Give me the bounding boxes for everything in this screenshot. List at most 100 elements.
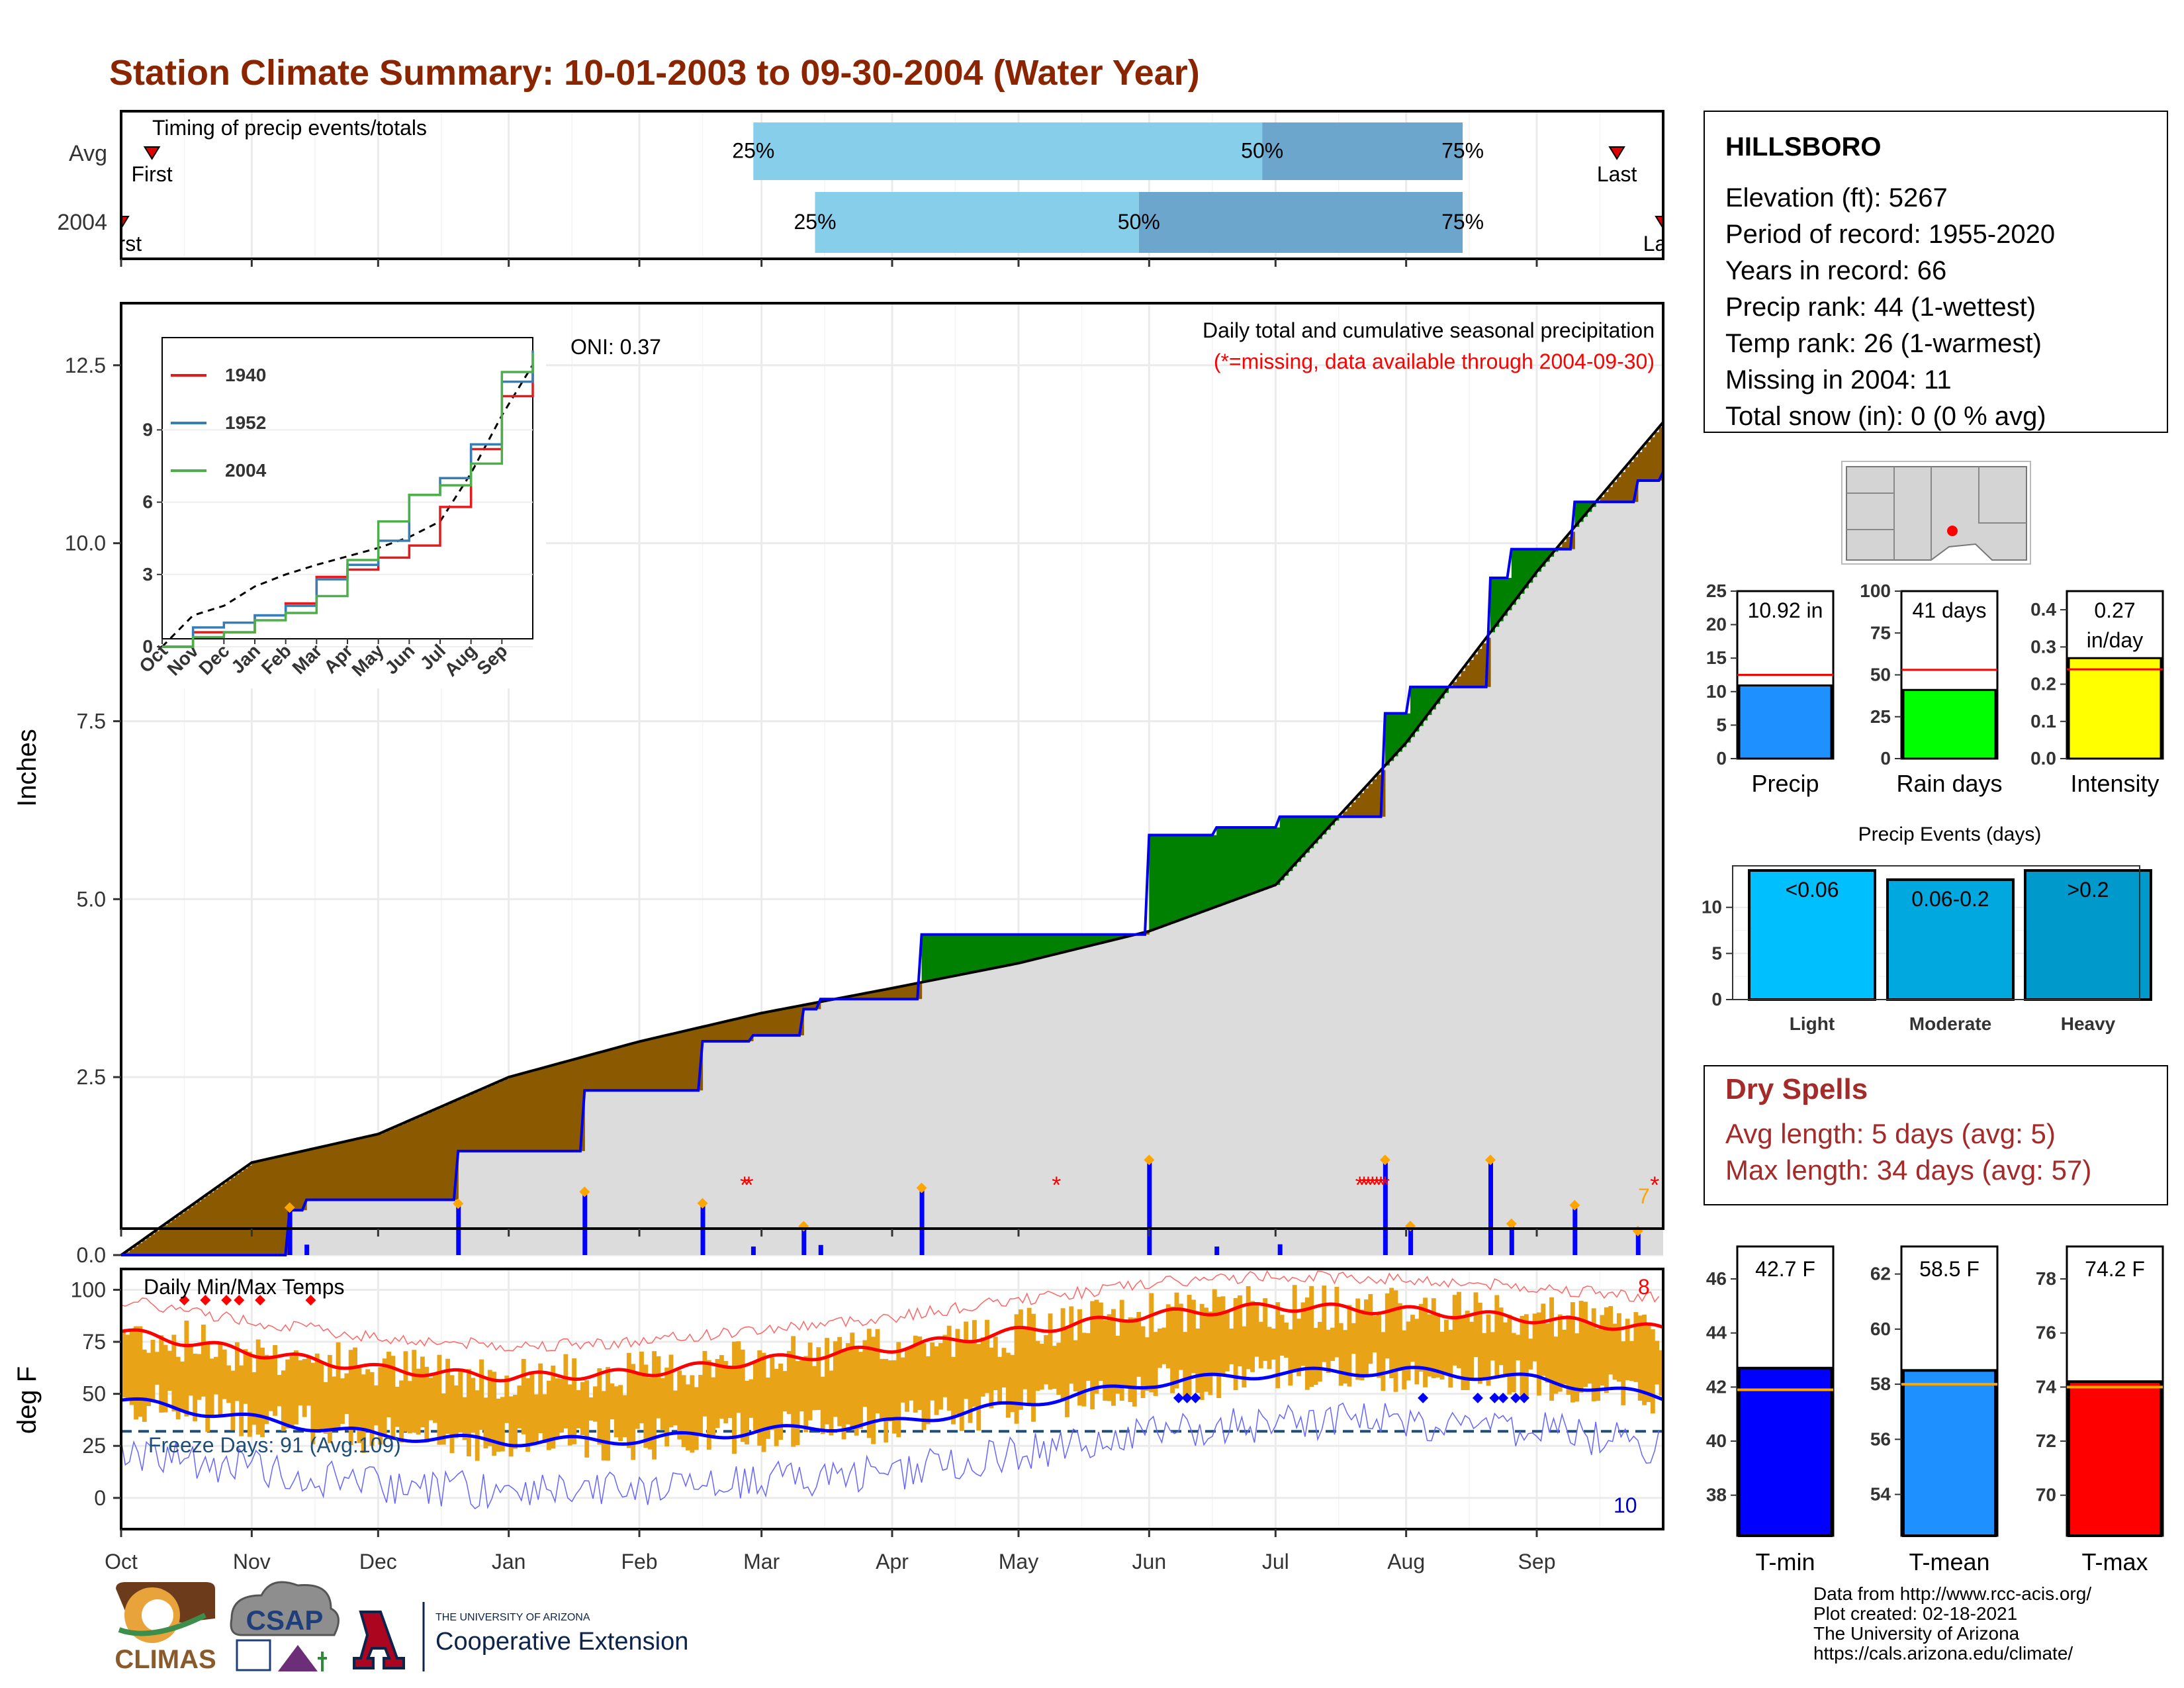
daily-temp-bar — [921, 1343, 927, 1430]
precip-anomaly-area — [344, 1141, 349, 1200]
precip-anomaly-area — [146, 1237, 152, 1255]
precip-anomaly-area — [955, 934, 960, 976]
record-low-marker — [1510, 1392, 1522, 1403]
inset-y-label: 0 — [142, 636, 153, 657]
precip-anomaly-area — [125, 1252, 130, 1255]
daily-temp-bar — [458, 1370, 463, 1433]
precip-anomaly-area — [1469, 659, 1475, 687]
precip-daily-bar — [1572, 1207, 1578, 1255]
daily-temp-bar — [201, 1325, 206, 1397]
daily-temp-bar — [175, 1356, 181, 1420]
daily-temp-bar — [972, 1320, 977, 1407]
precip-anomaly-area — [942, 934, 948, 978]
daily-temp-bar — [1498, 1307, 1504, 1366]
precip-anomaly-area — [407, 1121, 412, 1200]
precip-anomaly-area — [964, 934, 969, 974]
precip-anomaly-area — [766, 1012, 770, 1036]
daily-temp-bar — [1503, 1322, 1508, 1376]
daily-temp-bar — [1330, 1327, 1335, 1361]
daily-temp-bar — [1393, 1290, 1398, 1392]
daily-temp-bar — [1343, 1330, 1348, 1383]
precip-daily-bar — [700, 1205, 705, 1255]
daily-temp-bar — [1591, 1308, 1596, 1401]
precip-anomaly-area — [1465, 665, 1470, 687]
daily-temp-bar — [606, 1367, 610, 1461]
missing-marker: * — [1052, 1171, 1061, 1198]
daily-temp-bar — [711, 1377, 716, 1436]
precip-anomaly-area — [382, 1132, 387, 1200]
daily-temp-bar — [820, 1376, 825, 1434]
daily-temp-bar — [542, 1394, 547, 1444]
precip-anomaly-area — [752, 1015, 758, 1036]
daily-temp-bar — [1288, 1329, 1293, 1386]
precip-anomaly-area — [740, 1017, 745, 1042]
precip-anomaly-area — [993, 934, 998, 968]
daily-temp-bar — [618, 1385, 623, 1441]
precip-anomaly-area — [909, 984, 914, 1000]
events-y-label: 10 — [1702, 897, 1722, 917]
event-bar-label: <0.06 — [1786, 878, 1839, 902]
daily-temp-bar — [1612, 1323, 1617, 1380]
temp-summary-label: T-min — [1756, 1548, 1815, 1575]
daily-temp-bar — [1140, 1326, 1146, 1399]
csap-logo: CSAP — [230, 1581, 340, 1671]
daily-temp-bar — [298, 1360, 303, 1406]
daily-temp-bar — [1216, 1297, 1222, 1398]
daily-temp-bar — [214, 1356, 218, 1395]
temp-summary-y-label: 38 — [1706, 1485, 1727, 1505]
daily-temp-bar — [1469, 1321, 1475, 1380]
precip-anomaly-area — [782, 1009, 788, 1036]
daily-temp-bar — [1338, 1323, 1343, 1386]
precip-anomaly-area — [294, 1152, 298, 1211]
daily-temp-bar — [1532, 1313, 1537, 1362]
precip-daily-bar — [1488, 1162, 1493, 1255]
daily-temp-bar — [1005, 1352, 1011, 1418]
daily-temp-bar — [121, 1331, 126, 1398]
precip-anomaly-area — [420, 1115, 425, 1200]
precip-anomaly-area — [1414, 686, 1420, 732]
daily-temp-bar — [1170, 1306, 1175, 1393]
precip-anomaly-area — [934, 934, 939, 980]
temp-summary-value: 58.5 F — [1919, 1257, 1979, 1281]
daily-temp-bar — [668, 1354, 674, 1428]
daily-temp-bar — [959, 1342, 964, 1431]
daily-temp-bar — [146, 1352, 152, 1407]
summary-label: Rain days — [1896, 770, 2002, 797]
precip-anomaly-area — [706, 1025, 711, 1042]
precip-anomaly-area — [268, 1158, 273, 1255]
daily-temp-bar — [125, 1335, 130, 1401]
daily-temp-bar — [778, 1363, 783, 1440]
daily-temp-bar — [672, 1390, 678, 1426]
daily-temp-bar — [403, 1351, 408, 1432]
precip-anomaly-area — [1056, 934, 1062, 955]
daily-temp-bar — [1431, 1298, 1436, 1379]
daily-temp-bar — [289, 1356, 295, 1427]
daily-temp-bar — [930, 1342, 935, 1401]
daily-temp-bar — [681, 1375, 686, 1448]
daily-temp-bar — [1111, 1309, 1116, 1406]
precip-anomaly-area — [1098, 934, 1103, 944]
event-category: Moderate — [1909, 1013, 1991, 1034]
timing-label: Timing of precip events/totals — [152, 116, 427, 140]
daily-temp-bar — [1317, 1321, 1322, 1382]
daily-temp-bar — [1347, 1305, 1352, 1387]
daily-temp-bar — [504, 1376, 510, 1423]
page-title: Station Climate Summary: 10-01-2003 to 0… — [109, 53, 1200, 93]
month-label: May — [999, 1550, 1038, 1573]
precip-anomaly-area — [866, 993, 872, 1000]
daily-temp-bar — [1275, 1302, 1281, 1389]
precip-anomaly-area — [306, 1150, 312, 1200]
precip-anomaly-area — [989, 934, 994, 969]
month-label: Mar — [743, 1550, 780, 1573]
precip-anomaly-area — [416, 1117, 421, 1200]
daily-temp-bar — [150, 1340, 156, 1403]
daily-temp-bar — [715, 1359, 720, 1429]
precip-anomaly-area — [584, 1056, 590, 1091]
precip-anomaly-area — [702, 1027, 707, 1042]
precip-anomaly-area — [1292, 816, 1297, 867]
precip-anomaly-area — [1655, 432, 1660, 481]
month-label: Jan — [492, 1550, 526, 1573]
daily-temp-bar — [1313, 1328, 1318, 1385]
precip-daily-bar — [919, 1190, 925, 1255]
precip-anomaly-area — [508, 1077, 514, 1151]
